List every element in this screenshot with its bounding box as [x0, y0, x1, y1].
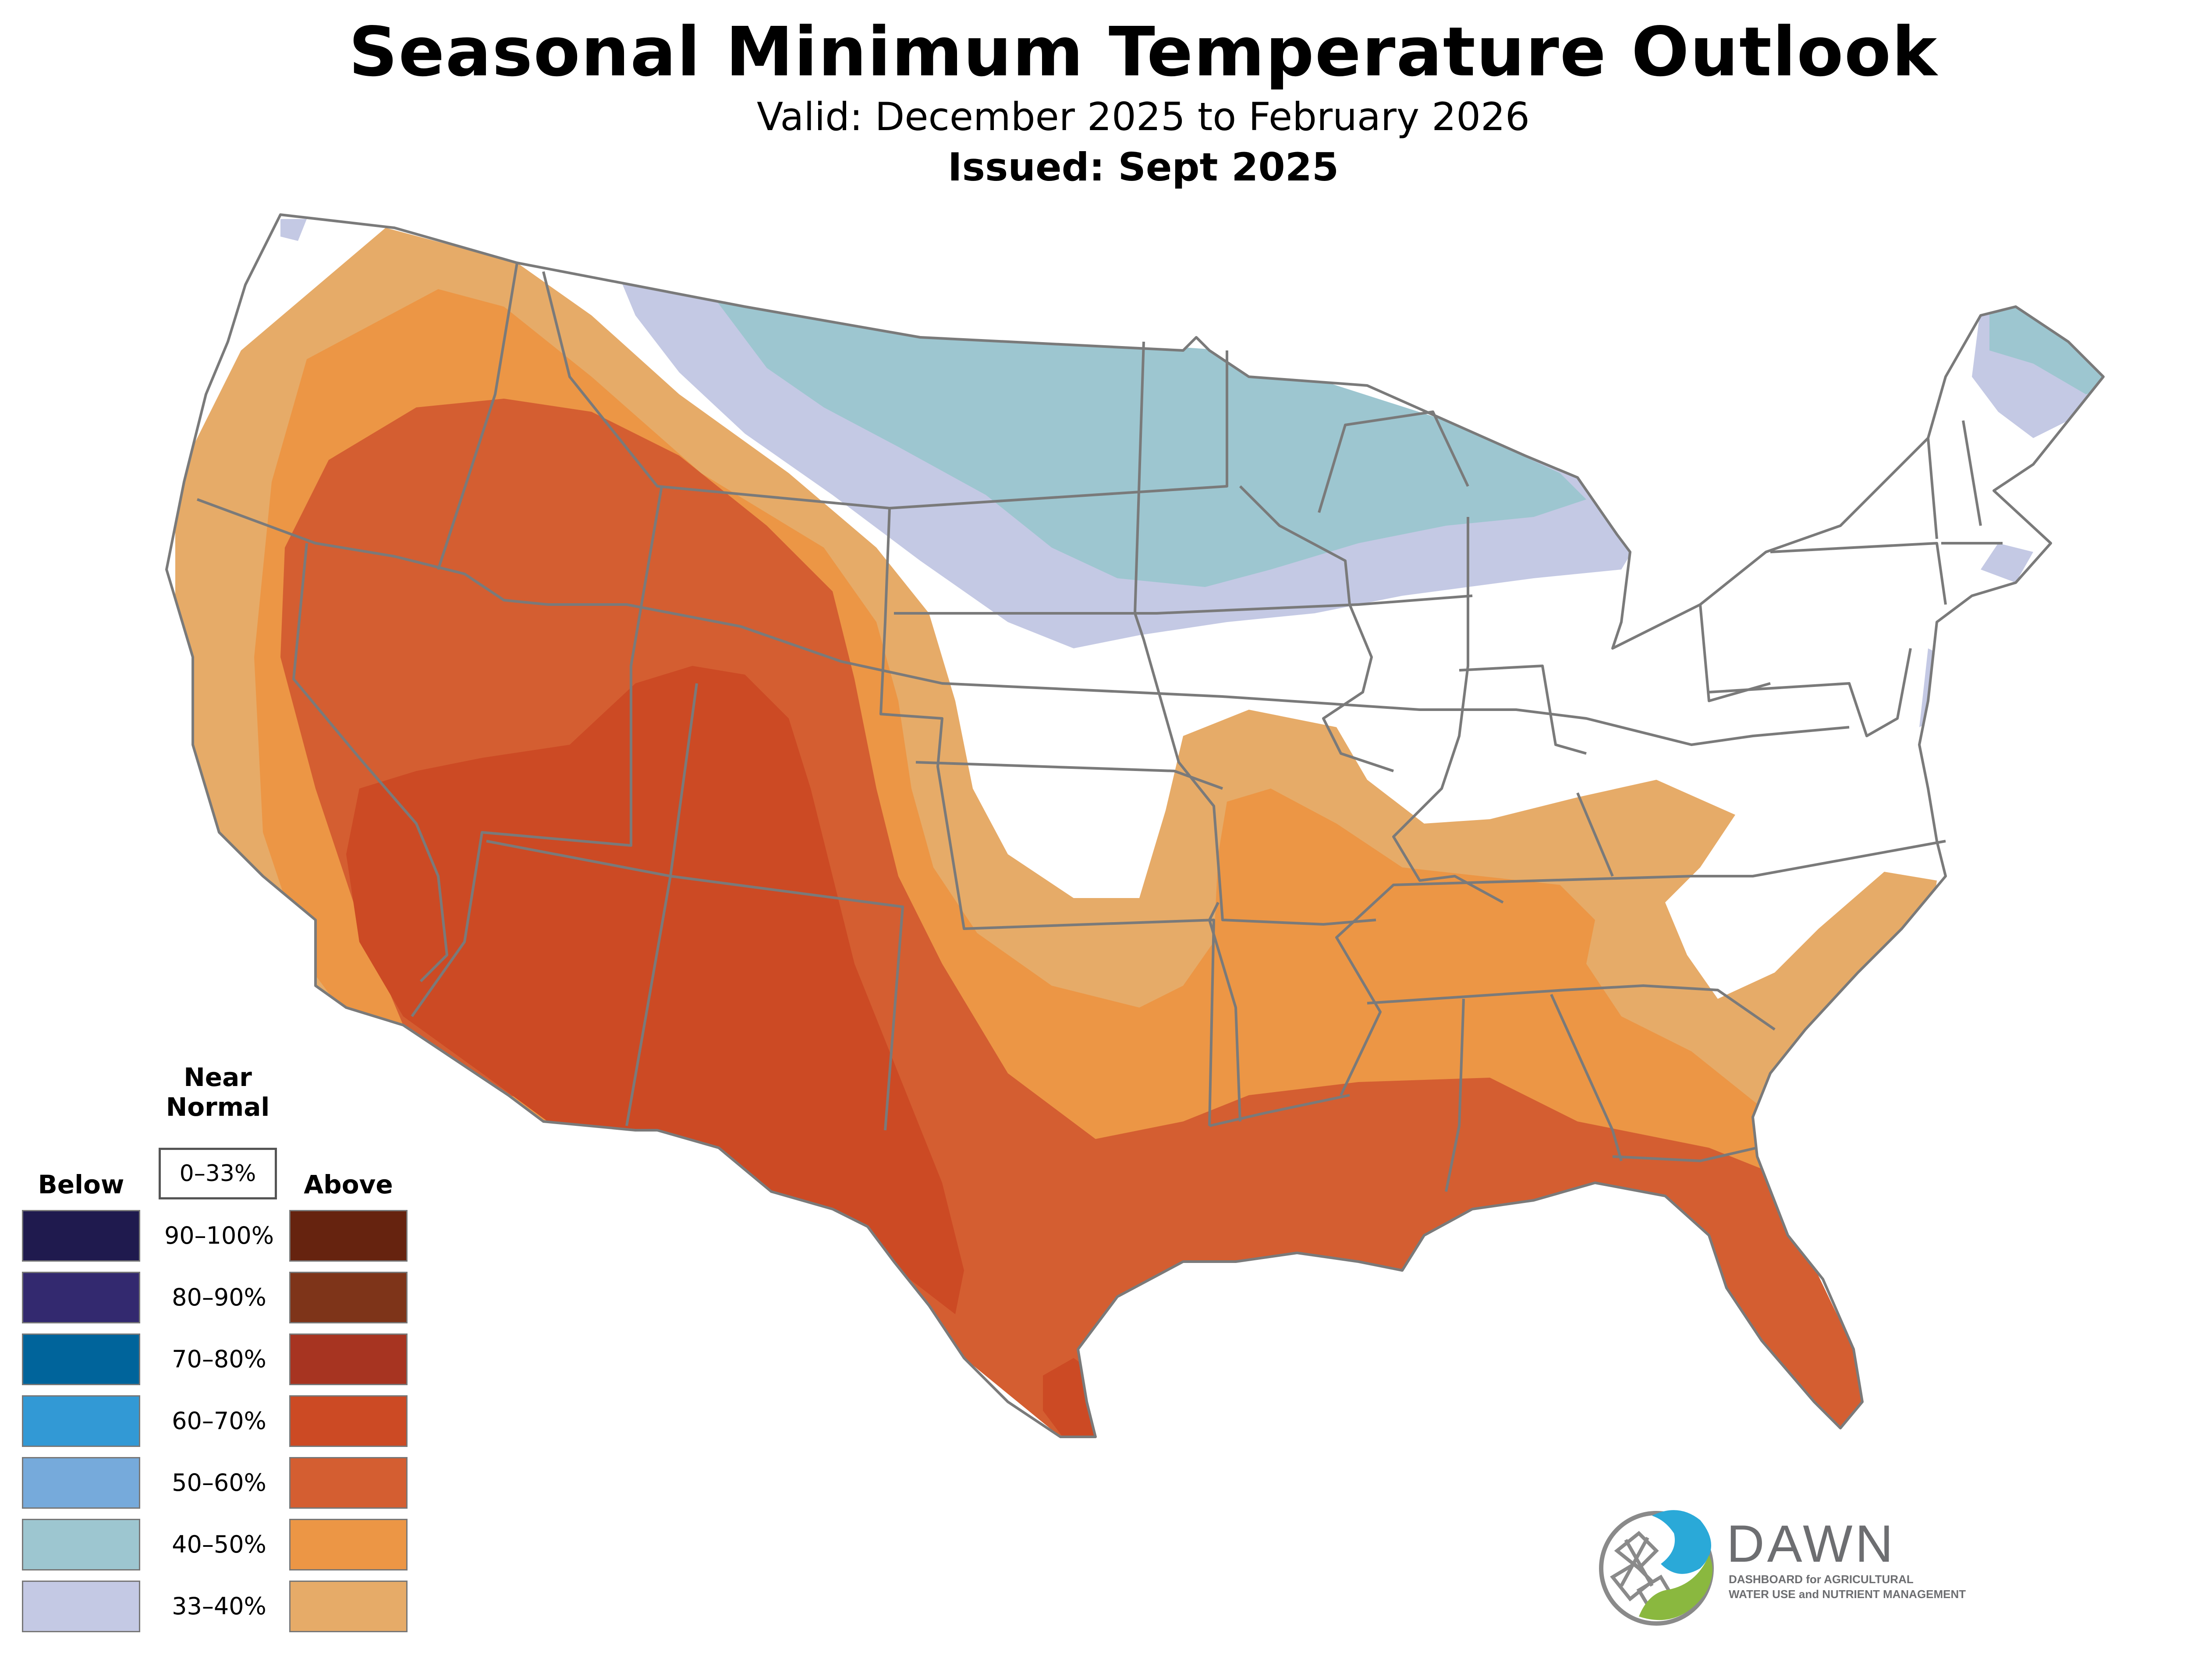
valid-period: Valid: December 2025 to February 2026 — [756, 94, 1530, 139]
zone-above-50-60 — [280, 399, 1862, 1437]
legend-range-label: 80–90% — [172, 1284, 266, 1311]
legend-swatch-above — [289, 1210, 408, 1262]
issued-date: Issued: Sept 2025 — [947, 145, 1339, 190]
legend-swatch-above — [289, 1272, 408, 1323]
legend-range-label: 50–60% — [172, 1469, 266, 1496]
legend-swatch-above — [289, 1581, 408, 1632]
legend-swatch-above — [289, 1457, 408, 1509]
legend-range-label: 70–80% — [172, 1345, 266, 1373]
zone-above-60-70 — [346, 666, 964, 1314]
legend-range-label: 40–50% — [172, 1531, 266, 1558]
logo-wordmark: DAWN — [1727, 1514, 1896, 1573]
legend-range-label: 90–100% — [164, 1222, 274, 1249]
legend-swatch-below — [22, 1519, 140, 1570]
legend-swatch-below — [22, 1272, 140, 1323]
zone-below-33-40-ne-coast — [1981, 543, 2033, 583]
legend-swatch-below — [22, 1457, 140, 1509]
logo-water-drop-icon — [1652, 1510, 1711, 1574]
map-title: Seasonal Minimum Temperature Outlook — [348, 12, 1938, 92]
zone-below-40-50-north — [701, 280, 1586, 587]
legend-swatch-below — [22, 1581, 140, 1632]
legend-swatch-below — [22, 1333, 140, 1385]
legend-range-label: 60–70% — [172, 1407, 266, 1435]
legend-near-line2: Normal — [166, 1092, 270, 1122]
legend-swatch-below — [22, 1210, 140, 1262]
legend-range-label: 33–40% — [172, 1592, 266, 1620]
state-boundaries — [167, 215, 2103, 1437]
logo-tagline: DASHBOARD for AGRICULTURAL WATER USE and… — [1729, 1572, 1966, 1602]
legend-near-normal-range: 0–33% — [159, 1148, 277, 1199]
zone-below-33-40-wa — [280, 219, 307, 241]
logo-leaf-icon — [1639, 1555, 1712, 1620]
legend-swatch-above — [289, 1333, 408, 1385]
legend-swatch-above — [289, 1395, 408, 1447]
logo-tagline-line2: WATER USE and NUTRIENT MANAGEMENT — [1729, 1588, 1966, 1601]
legend-near-line1: Near — [184, 1062, 252, 1092]
legend-swatch-above — [289, 1519, 408, 1570]
legend-below-heading: Below — [38, 1170, 124, 1199]
legend-near-normal-heading: Near Normal — [159, 1062, 277, 1122]
legend-above-heading: Above — [304, 1170, 393, 1199]
logo-tagline-line1: DASHBOARD for AGRICULTURAL — [1729, 1573, 1914, 1586]
legend-swatch-below — [22, 1395, 140, 1447]
dawn-logo — [1599, 1510, 1714, 1626]
